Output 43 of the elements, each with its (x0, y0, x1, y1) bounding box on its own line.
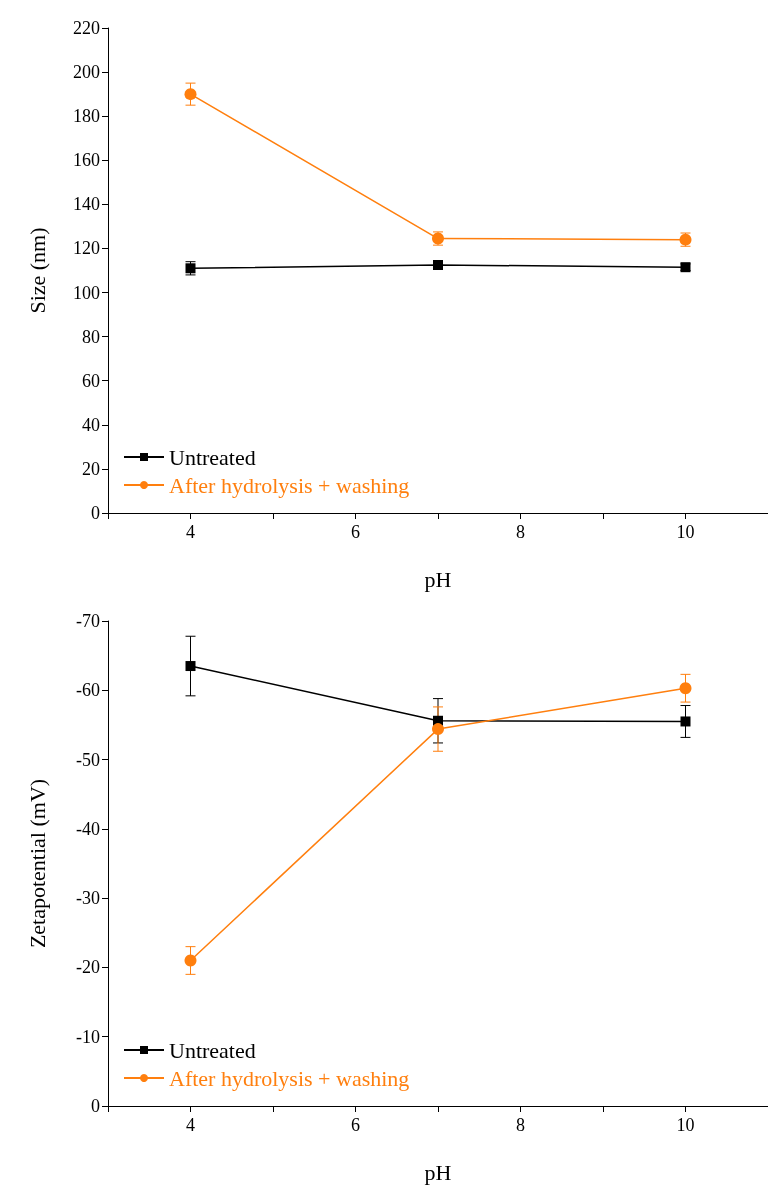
x-tick-label: 6 (351, 1115, 360, 1135)
x-tick-label: 6 (351, 522, 360, 542)
y-tick-label: 20 (82, 458, 100, 479)
point (433, 259, 443, 270)
x-tick-label: 4 (186, 522, 195, 542)
x-tick-label: 8 (516, 522, 525, 542)
y-tick-label: 40 (82, 414, 100, 435)
point (679, 682, 692, 695)
legend-label: After hydrolysis + washing (169, 472, 410, 498)
legend-label: After hydrolysis + washing (169, 1065, 410, 1091)
point (185, 661, 196, 672)
y-tick-label: -30 (76, 888, 100, 909)
y-tick-label: 220 (73, 18, 100, 38)
y-tick-label: -60 (76, 680, 100, 701)
y-tick-label: 180 (73, 106, 100, 127)
x-tick-label: 10 (676, 1115, 695, 1135)
x-tick-label: 8 (516, 1115, 525, 1135)
y-tick-label: -10 (76, 1026, 100, 1047)
y-tick-label: 60 (82, 370, 100, 391)
legend-label: Untreated (169, 444, 256, 470)
y-tick-label: 80 (82, 326, 100, 347)
point (680, 716, 691, 727)
y-tick-label: -50 (76, 749, 100, 770)
x-tick-label: 10 (676, 522, 695, 542)
y-tick-label: 140 (73, 194, 100, 215)
y-tick-label: 0 (91, 503, 100, 523)
y-tick-label: 100 (73, 282, 100, 303)
y-tick-label: -40 (76, 818, 100, 839)
point (184, 954, 197, 967)
y-axis-title: Size (nm) (24, 227, 50, 314)
x-tick-label: 4 (186, 1115, 195, 1135)
y-tick-label: 200 (73, 62, 100, 83)
y-tick-label: -70 (76, 611, 100, 631)
x-axis-title: pH (424, 1159, 452, 1185)
y-axis-title: Zetapotential (mV) (24, 778, 50, 949)
y-tick-label: 0 (91, 1096, 100, 1116)
point (184, 88, 197, 101)
y-tick-label: -20 (76, 957, 100, 978)
y-tick-label: 160 (73, 150, 100, 171)
legend-label: Untreated (169, 1037, 256, 1063)
point (432, 723, 444, 736)
x-axis-title: pH (424, 566, 452, 592)
y-tick-label: 120 (73, 238, 100, 259)
